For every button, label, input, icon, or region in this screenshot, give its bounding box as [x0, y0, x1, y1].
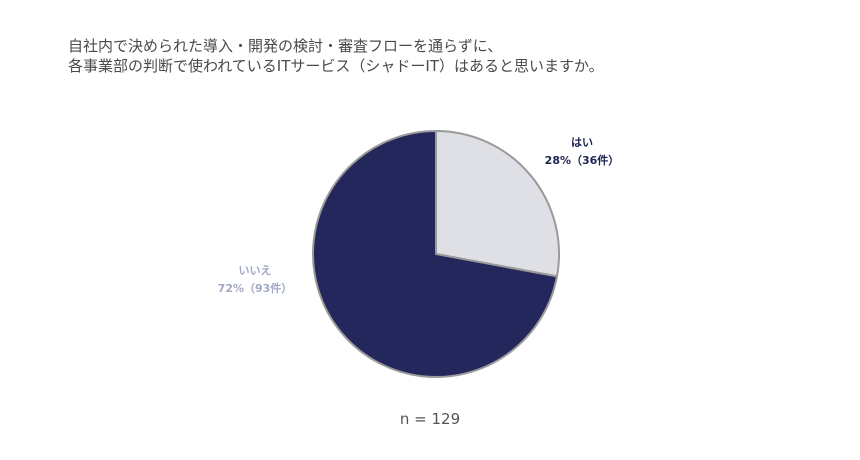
sample-size-label: n = 129: [399, 410, 461, 428]
chart-title: 自社内で決められた導入・開発の検討・審査フローを通らずに、 各事業部の判断で使わ…: [68, 36, 828, 76]
slice-label-yes: はい: [571, 136, 593, 149]
slice-value-label-no: 72%（93件）: [218, 281, 293, 295]
pie-slice-no: [312, 130, 558, 378]
slice-value-label-yes: 28%（36件）: [545, 153, 620, 167]
chart-title-line-1: 自社内で決められた導入・開発の検討・審査フローを通らずに、: [68, 37, 503, 55]
slice-label-no: いいえ: [239, 264, 272, 277]
chart-title-line-2: 各事業部の判断で使われているITサービス（シャドーIT）はあると思いますか。: [68, 57, 604, 75]
pie-slice-yes: [435, 130, 560, 278]
